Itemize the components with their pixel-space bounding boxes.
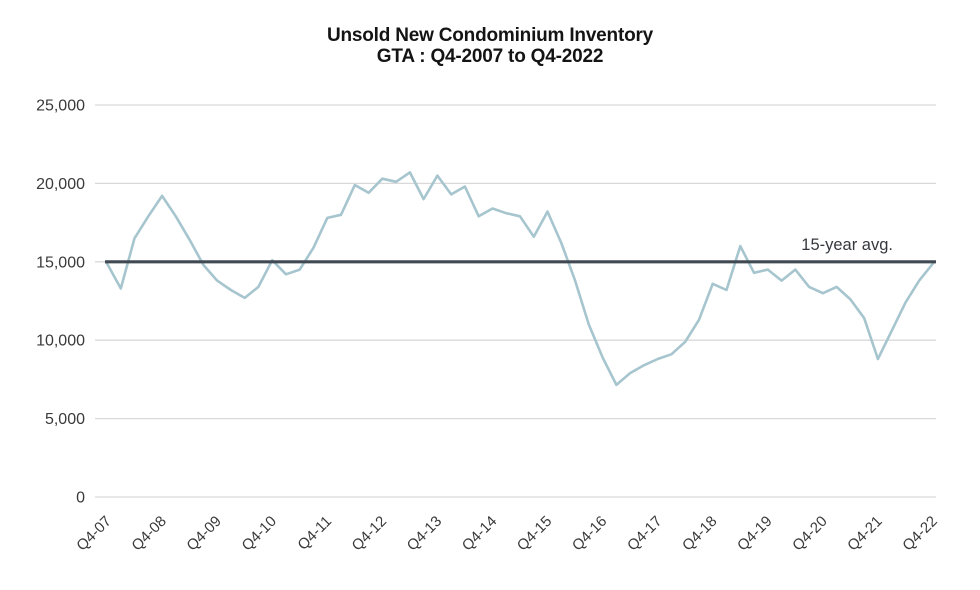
- y-tick-label: 5,000: [45, 411, 85, 428]
- y-tick-label: 10,000: [36, 333, 85, 350]
- x-tick-label: Q4-20: [789, 513, 831, 555]
- x-tick-label: Q4-13: [404, 513, 446, 555]
- x-tick-label: Q4-09: [183, 513, 225, 555]
- chart-title-line1: Unsold New Condominium Inventory: [326, 25, 654, 46]
- x-tick-label: Q4-16: [569, 513, 611, 555]
- x-tick-label: Q4-12: [349, 513, 391, 555]
- chart-title-line2: GTA : Q4-2007 to Q4-2022: [376, 46, 604, 67]
- x-tick-label: Q4-08: [128, 513, 170, 555]
- y-tick-label: 15,000: [36, 254, 85, 271]
- x-tick-label: Q4-17: [624, 513, 666, 555]
- inventory-series-line: [105, 171, 935, 387]
- x-tick-label: Q4-11: [294, 513, 335, 554]
- x-tick-label: Q4-19: [734, 513, 776, 555]
- x-tick-label: Q4-22: [899, 513, 941, 555]
- y-tick-label: 25,000: [36, 98, 85, 115]
- y-tick-label: 20,000: [36, 176, 85, 193]
- x-tick-label: Q4-07: [73, 513, 115, 555]
- x-tick-label: Q4-21: [844, 513, 886, 555]
- average-line-label: 15-year avg.: [801, 236, 893, 254]
- x-tick-label: Q4-14: [459, 513, 501, 555]
- x-tick-label: Q4-10: [239, 513, 281, 555]
- y-tick-label: 0: [76, 490, 85, 507]
- x-tick-label: Q4-18: [679, 513, 721, 555]
- chart-title: Unsold New Condominium Inventory GTA : Q…: [0, 25, 980, 67]
- x-tick-label: Q4-15: [514, 513, 556, 555]
